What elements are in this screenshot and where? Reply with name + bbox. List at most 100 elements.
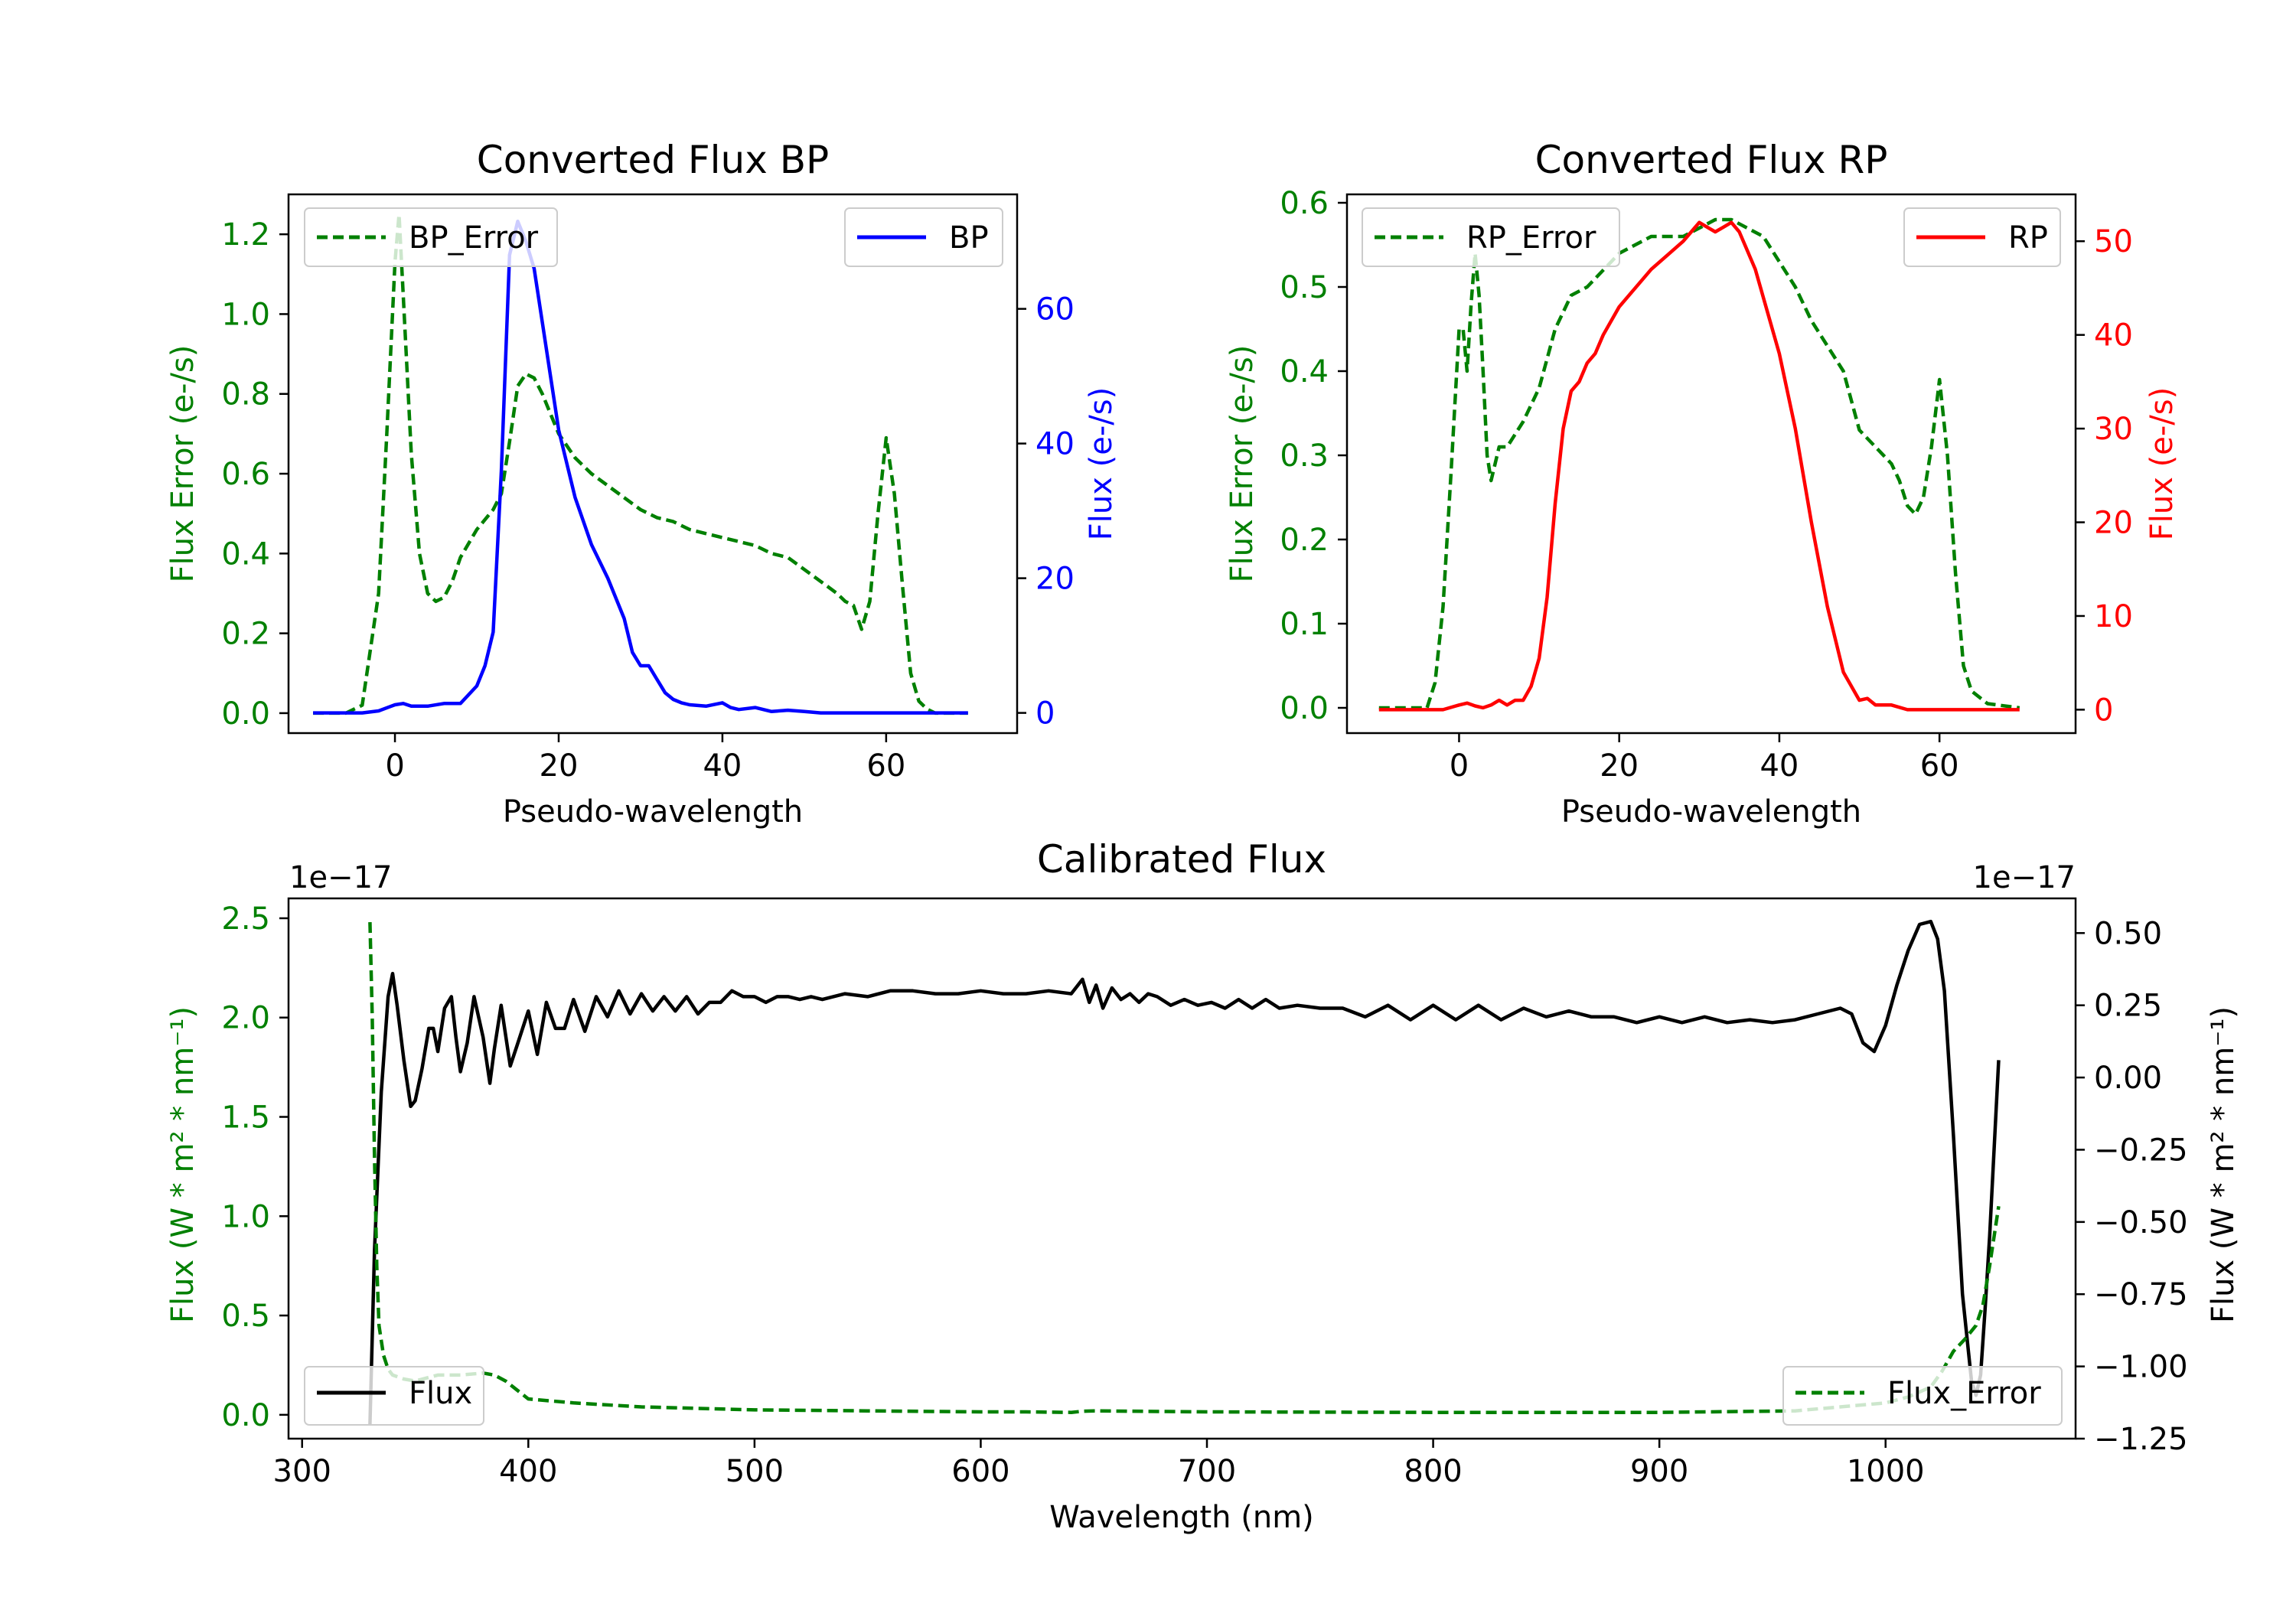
rp-x-tick-label: 60 xyxy=(1920,748,1959,784)
calibrated-x-tick-label: 800 xyxy=(1404,1454,1462,1489)
rp-x-tick-label: 0 xyxy=(1450,748,1469,784)
bp-legend-left-box xyxy=(304,207,558,267)
calibrated-frame xyxy=(287,897,2077,1440)
bp-right-tick-label: 0 xyxy=(1035,696,1055,732)
calibrated-legend-left: Flux xyxy=(304,1366,484,1426)
rp-right-tick-label: 0 xyxy=(2094,693,2113,728)
calibrated-legend-left-box xyxy=(304,1366,484,1426)
rp-right-tick-label: 40 xyxy=(2094,318,2133,354)
calibrated-x-tick-label: 500 xyxy=(726,1454,784,1489)
bp-x-tick-label: 20 xyxy=(540,748,579,784)
calibrated-x-axis-label: Wavelength (nm) xyxy=(1049,1500,1314,1535)
bp-x-axis-label: Pseudo-wavelength xyxy=(503,794,803,830)
calibrated-right-tick-label: 0.25 xyxy=(2094,989,2162,1024)
bp-series-bp-error xyxy=(313,212,968,715)
rp-right-tick-label: 30 xyxy=(2094,412,2133,447)
calibrated-x-tick-label: 300 xyxy=(273,1454,331,1489)
calibrated-left-tick-label: 1.5 xyxy=(221,1100,270,1136)
calibrated-legend-right-box xyxy=(1782,1366,2063,1426)
calibrated-legend-right-label: Flux_Error xyxy=(1887,1376,2041,1411)
bp-right-tick-label: 40 xyxy=(1035,427,1075,462)
calibrated-left-tick-label: 0.0 xyxy=(221,1398,270,1433)
calibrated-ticks: 300 400 500 600 700 800 900 1000 0.0 0.5 1.0 1.5 2.0… xyxy=(221,901,2187,1489)
calibrated-x-tick-label: 600 xyxy=(951,1454,1009,1489)
calibrated-right-axis-label: Flux (W * m² * nm⁻¹) xyxy=(2206,1006,2241,1323)
calibrated-title: Calibrated Flux xyxy=(1037,837,1326,882)
calibrated-right-tick-label: −0.75 xyxy=(2094,1277,2188,1312)
rp-left-tick-label: 0.5 xyxy=(1280,270,1329,305)
calibrated-right-tick-label: −1.25 xyxy=(2094,1422,2188,1457)
calibrated-right-tick-label: −1.00 xyxy=(2094,1350,2188,1385)
bp-right-axis-label: Flux (e-/s) xyxy=(1084,387,1119,540)
rp-title: Converted Flux RP xyxy=(1535,138,1888,182)
calibrated-legend-right: Flux_Error xyxy=(1782,1366,2063,1426)
calibrated-x-tick-label: 400 xyxy=(499,1454,557,1489)
bp-ticks: 0 20 40 60 0.0 0.2 0.4 0.6 0.8 1.0 1.2 0 20 40 60 xyxy=(221,217,1075,784)
calibrated-right-tick-label: 0.00 xyxy=(2094,1061,2162,1096)
calibrated-left-tick-label: 2.0 xyxy=(221,1001,270,1036)
calibrated-right-tick-label: −0.50 xyxy=(2094,1205,2188,1240)
rp-left-tick-label: 0.0 xyxy=(1280,691,1329,726)
rp-left-tick-label: 0.2 xyxy=(1280,523,1329,558)
rp-left-axis-label: Flux Error (e-/s) xyxy=(1225,345,1260,583)
bp-series-bp xyxy=(313,219,968,715)
rp-legend-left-box xyxy=(1362,207,1620,267)
rp-left-tick-label: 0.6 xyxy=(1280,186,1329,221)
calibrated-x-tick-label: 900 xyxy=(1630,1454,1688,1489)
rp-ticks: 0 20 40 60 0.0 0.1 0.2 0.3 0.4 0.5 0.6 0 10 20 30 40 50 xyxy=(1280,186,2133,784)
bp-left-tick-label: 1.0 xyxy=(221,297,270,332)
calibrated-x-tick-label: 700 xyxy=(1178,1454,1236,1489)
rp-series-rp-error xyxy=(1378,217,2020,710)
bp-left-tick-label: 0.2 xyxy=(221,617,270,652)
bp-left-axis-label: Flux Error (e-/s) xyxy=(165,345,201,583)
calibrated-x-tick-label: 1000 xyxy=(1847,1454,1925,1489)
rp-right-tick-label: 10 xyxy=(2094,599,2133,634)
bp-legend-right: BP xyxy=(844,207,1003,267)
bp-right-tick-label: 20 xyxy=(1035,562,1075,597)
rp-x-tick-label: 20 xyxy=(1600,748,1639,784)
rp-x-tick-label: 40 xyxy=(1760,748,1799,784)
bp-left-tick-label: 0.6 xyxy=(221,457,270,492)
rp-legend-right-label: RP xyxy=(2008,220,2048,256)
calibrated-left-axis-label: Flux (W * m² * nm⁻¹) xyxy=(165,1006,201,1323)
bp-left-tick-label: 1.2 xyxy=(221,217,270,253)
calibrated-left-tick-label: 2.5 xyxy=(221,901,270,937)
calibrated-series-flux xyxy=(368,919,2001,1425)
calibrated-left-tick-label: 1.0 xyxy=(221,1199,270,1234)
bp-left-tick-label: 0.0 xyxy=(221,696,270,732)
bp-left-tick-label: 0.8 xyxy=(221,377,270,412)
rp-left-tick-label: 0.3 xyxy=(1280,438,1329,474)
bp-x-tick-label: 0 xyxy=(385,748,404,784)
calibrated-right-tick-label: −0.25 xyxy=(2094,1133,2188,1168)
bp-left-tick-label: 0.4 xyxy=(221,536,270,572)
rp-right-tick-label: 20 xyxy=(2094,506,2133,541)
calibrated-panel: Calibrated Flux Wavelength (nm) 1e−17 1e… xyxy=(165,837,2241,1535)
rp-left-tick-label: 0.4 xyxy=(1280,354,1329,390)
rp-x-axis-label: Pseudo-wavelength xyxy=(1561,794,1861,830)
rp-right-tick-label: 50 xyxy=(2094,224,2133,259)
rp-left-tick-label: 0.1 xyxy=(1280,607,1329,642)
rp-legend-left-label: RP_Error xyxy=(1466,220,1596,256)
bp-legend-left: BP_Error xyxy=(304,207,558,267)
rp-legend-left: RP_Error xyxy=(1362,207,1620,267)
rp-series-rp xyxy=(1378,220,2020,712)
calibrated-left-offset: 1e−17 xyxy=(289,860,392,895)
rp-legend-right: RP xyxy=(1903,207,2061,267)
bp-title: Converted Flux BP xyxy=(477,138,829,182)
bp-lines xyxy=(313,212,968,715)
rp-frame xyxy=(1345,193,2077,735)
rp-lines xyxy=(1378,217,2020,712)
bp-legend-right-label: BP xyxy=(949,220,989,256)
calibrated-right-tick-label: 0.50 xyxy=(2094,916,2162,951)
bp-x-tick-label: 60 xyxy=(866,748,905,784)
bp-panel: Converted Flux BP Pseudo-wavelength Flux… xyxy=(165,138,1119,830)
bp-x-tick-label: 40 xyxy=(703,748,742,784)
bp-frame xyxy=(287,193,1019,735)
rp-panel: Converted Flux RP Pseudo-wavelength Flux… xyxy=(1225,138,2180,830)
calibrated-legend-left-label: Flux xyxy=(409,1376,472,1411)
bp-right-tick-label: 60 xyxy=(1035,292,1075,328)
rp-right-axis-label: Flux (e-/s) xyxy=(2144,387,2180,540)
calibrated-right-offset: 1e−17 xyxy=(1973,860,2076,895)
calibrated-left-tick-label: 0.5 xyxy=(221,1299,270,1334)
